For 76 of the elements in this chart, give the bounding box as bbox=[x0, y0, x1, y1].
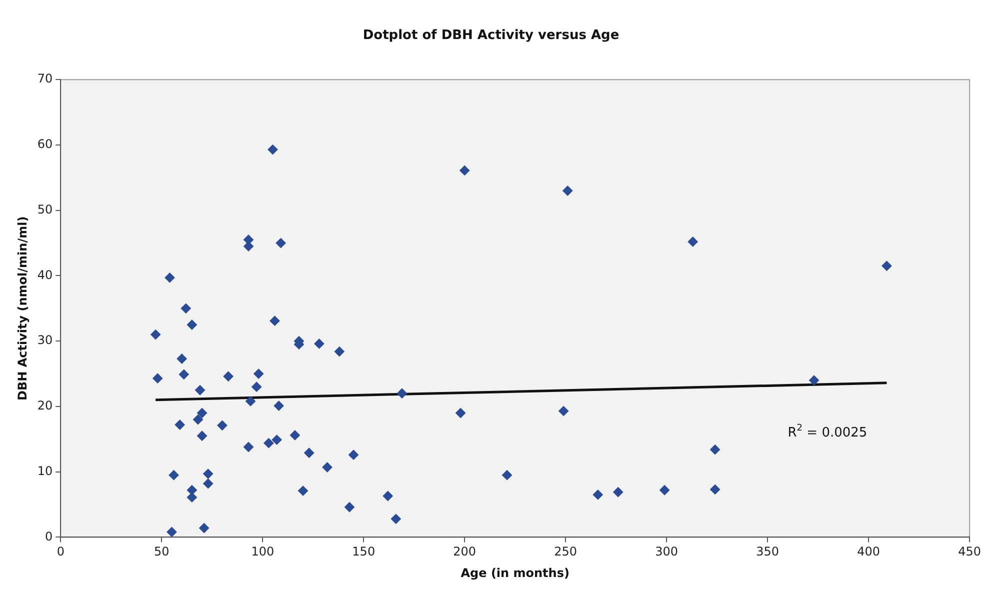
point bbox=[203, 478, 214, 489]
point bbox=[562, 186, 573, 196]
point bbox=[274, 400, 284, 411]
point bbox=[382, 491, 393, 502]
point bbox=[348, 450, 359, 460]
point bbox=[592, 490, 603, 500]
point bbox=[390, 514, 401, 524]
point bbox=[186, 492, 197, 502]
point bbox=[558, 406, 569, 416]
point bbox=[193, 414, 204, 425]
point bbox=[710, 484, 720, 494]
point bbox=[168, 470, 179, 480]
point bbox=[502, 470, 512, 480]
point bbox=[304, 448, 314, 458]
y-tick-label: 20 bbox=[37, 398, 53, 413]
point bbox=[882, 260, 892, 271]
point bbox=[166, 526, 177, 537]
point bbox=[180, 303, 191, 314]
x-axis-title: Age (in months) bbox=[460, 566, 570, 580]
point bbox=[254, 368, 264, 379]
point bbox=[252, 382, 262, 392]
point bbox=[174, 420, 185, 430]
point bbox=[223, 371, 234, 382]
point bbox=[197, 408, 208, 418]
point bbox=[270, 316, 280, 326]
point bbox=[186, 320, 197, 330]
y-tick-label: 10 bbox=[37, 464, 53, 478]
point bbox=[276, 238, 286, 248]
point bbox=[246, 396, 256, 406]
point bbox=[217, 420, 228, 430]
x-tick-label: 100 bbox=[251, 544, 274, 559]
point bbox=[264, 438, 274, 448]
y-tick-label: 0 bbox=[45, 529, 53, 544]
point bbox=[314, 338, 324, 349]
point bbox=[199, 523, 210, 534]
point bbox=[344, 502, 354, 512]
point bbox=[660, 485, 670, 496]
point bbox=[809, 375, 820, 386]
x-tick-label: 450 bbox=[958, 544, 981, 559]
x-tick-label: 300 bbox=[655, 544, 678, 559]
point bbox=[322, 462, 332, 472]
point bbox=[298, 486, 308, 496]
x-tick-label: 50 bbox=[154, 544, 170, 559]
x-tick-label: 350 bbox=[756, 544, 780, 559]
point bbox=[334, 346, 344, 357]
chart-title: Dotplot of DBH Activity versus Age bbox=[362, 28, 620, 44]
point bbox=[613, 487, 624, 498]
x-tick-label: 0 bbox=[56, 544, 64, 559]
y-axis-title: DBH Activity (nmol/min/ml) bbox=[15, 216, 30, 400]
point bbox=[244, 442, 254, 452]
point bbox=[397, 388, 408, 398]
point bbox=[688, 236, 698, 247]
point bbox=[268, 144, 278, 155]
point bbox=[164, 272, 175, 283]
point bbox=[456, 408, 466, 418]
y-tick-label: 60 bbox=[37, 137, 53, 152]
point bbox=[150, 330, 161, 340]
point bbox=[152, 373, 163, 384]
point bbox=[176, 354, 187, 364]
y-tick-label: 50 bbox=[37, 202, 53, 216]
x-tick-label: 200 bbox=[453, 544, 476, 559]
y-tick-label: 40 bbox=[37, 268, 53, 282]
point bbox=[203, 468, 214, 479]
x-tick-label: 250 bbox=[554, 544, 578, 559]
x-tick-label: 150 bbox=[352, 544, 376, 559]
point bbox=[186, 485, 197, 496]
point bbox=[710, 444, 720, 455]
x-tick-label: 400 bbox=[857, 544, 880, 559]
point bbox=[272, 434, 282, 445]
point bbox=[290, 430, 300, 440]
point bbox=[197, 430, 208, 441]
point bbox=[195, 385, 206, 396]
point bbox=[178, 369, 189, 380]
y-tick-label: 30 bbox=[37, 333, 53, 348]
point bbox=[460, 165, 470, 176]
y-tick-label: 70 bbox=[37, 72, 53, 86]
